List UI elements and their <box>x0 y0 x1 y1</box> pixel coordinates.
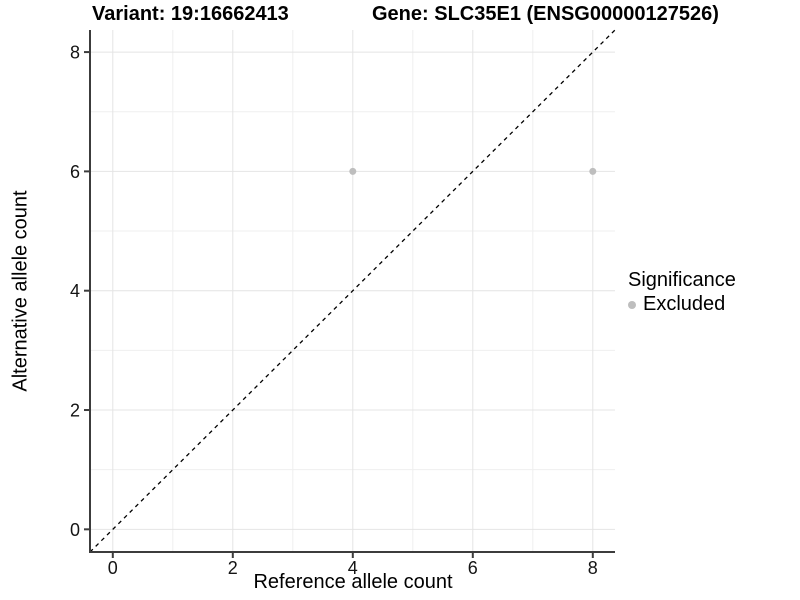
legend: Significance Excluded <box>628 269 736 316</box>
y-axis-title: Alternative allele count <box>9 190 32 392</box>
identity-line <box>89 29 616 553</box>
legend-items: Excluded <box>628 293 736 316</box>
x-tick-label: 6 <box>468 558 478 578</box>
y-tick-label: 4 <box>70 281 80 301</box>
x-tick-label: 4 <box>348 558 358 578</box>
y-tick-label: 8 <box>70 43 80 63</box>
y-tick-label: 6 <box>70 162 80 182</box>
legend-item: Excluded <box>628 293 736 316</box>
legend-point-icon <box>628 300 636 309</box>
x-tick-label: 2 <box>228 558 238 578</box>
variant-title: Variant: 19:16662413 <box>92 3 289 25</box>
y-tick-label: 2 <box>70 401 80 421</box>
x-tick-label: 0 <box>108 558 118 578</box>
x-axis-title: Reference allele count <box>253 571 453 593</box>
legend-title: Significance <box>628 269 736 291</box>
legend-item-label: Excluded <box>643 293 726 315</box>
y-tick-label: 0 <box>70 520 80 540</box>
gene-title: Gene: SLC35E1 (ENSG00000127526) <box>372 3 719 25</box>
x-tick-label: 8 <box>588 558 598 578</box>
data-point <box>349 167 357 175</box>
data-point <box>589 167 597 175</box>
